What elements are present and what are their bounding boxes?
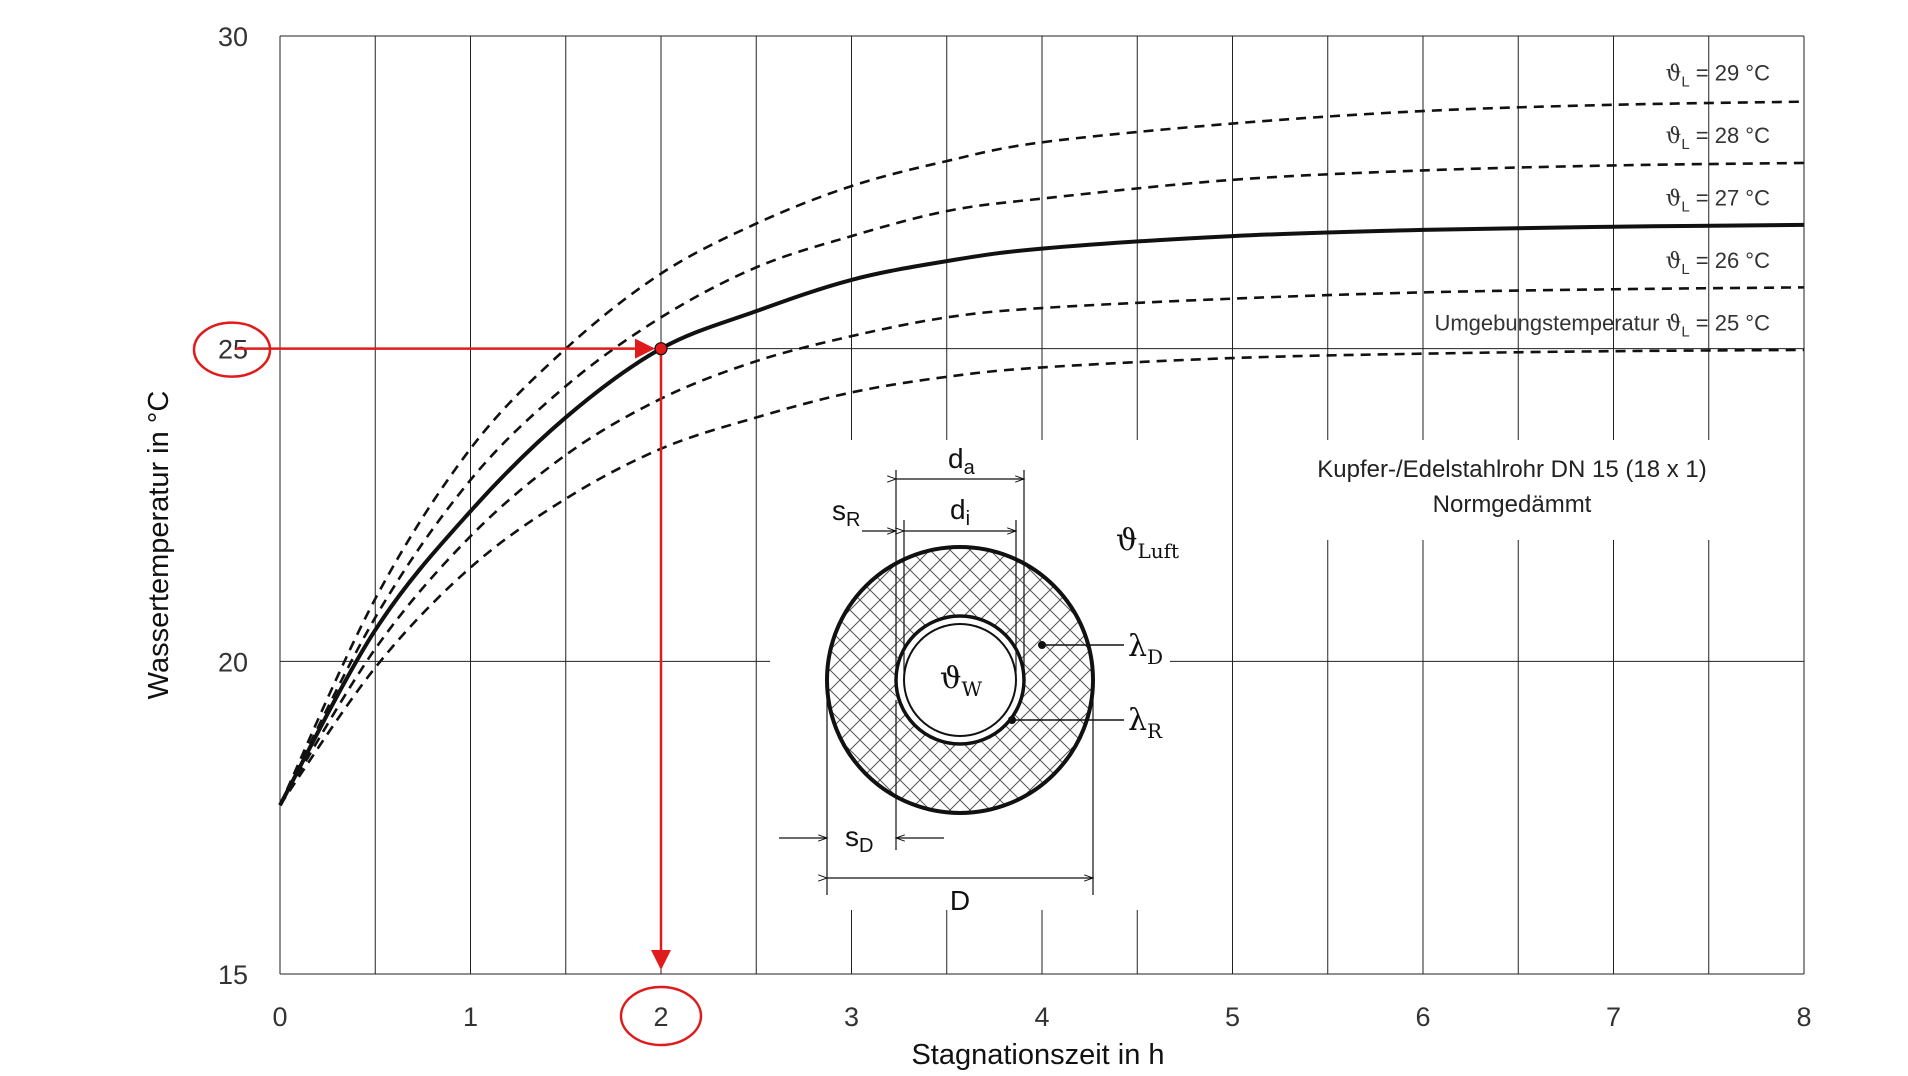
- inset-title-line1: Kupfer-/Edelstahlrohr DN 15 (18 x 1): [1317, 456, 1707, 483]
- series-label: ϑL = 28 °C: [1666, 123, 1771, 153]
- annotation-point: [654, 342, 668, 356]
- series-label: Umgebungstemperatur ϑL = 25 °C: [1434, 311, 1770, 341]
- y-tick-label: 20: [218, 647, 248, 677]
- series-line: [278, 100, 1805, 806]
- symbol-theta-w: ϑW: [940, 661, 982, 701]
- series-line: [278, 161, 1805, 806]
- symbol-theta-luft: ϑLuft: [1116, 523, 1179, 563]
- series-line: [278, 348, 1805, 806]
- symbol-lambda-r: λR: [1128, 703, 1163, 743]
- x-axis-label: Stagnationszeit in h: [911, 1039, 1164, 1071]
- series-label: ϑL = 26 °C: [1666, 248, 1771, 278]
- series-line: [278, 222, 1805, 807]
- x-tick-label: 3: [844, 1002, 859, 1032]
- annotation: [192, 321, 703, 1047]
- x-tick-label: 0: [272, 1002, 287, 1032]
- x-tick-label: 8: [1796, 1002, 1811, 1032]
- x-tick-label: 5: [1225, 1002, 1240, 1032]
- dim-di: di: [950, 494, 970, 530]
- inset-title-line2: Normgedämmt: [1433, 491, 1592, 518]
- x-tick-label: 2: [653, 1002, 668, 1032]
- curves: [278, 100, 1805, 807]
- dim-da: da: [948, 443, 976, 479]
- series-label: ϑL = 29 °C: [1666, 61, 1771, 91]
- dim-sR: sR: [832, 495, 860, 531]
- dim-sD: sD: [845, 821, 873, 857]
- annotation-y-marker: [192, 321, 272, 378]
- series-line: [278, 286, 1805, 806]
- y-axis-label: Wassertemperatur in °C: [143, 391, 175, 700]
- x-tick-label: 4: [1034, 1002, 1049, 1032]
- y-tick-label: 15: [218, 960, 248, 990]
- series-label: ϑL = 27 °C: [1666, 186, 1771, 216]
- x-tick-label: 6: [1415, 1002, 1430, 1032]
- dim-D: D: [950, 885, 970, 916]
- y-tick-label: 30: [218, 22, 248, 52]
- pipe-cross-section-inset: Kupfer-/Edelstahlrohr DN 15 (18 x 1) Nor…: [770, 440, 1750, 916]
- symbol-lambda-d: λD: [1128, 629, 1163, 669]
- annotation-x-marker: [619, 985, 703, 1047]
- x-tick-label: 7: [1606, 1002, 1621, 1032]
- inset-note-background: [1290, 440, 1750, 540]
- x-tick-label: 1: [463, 1002, 478, 1032]
- curve-labels: ϑL = 29 °C ϑL = 28 °C ϑL = 27 °C ϑL = 26 °C…: [1434, 61, 1770, 341]
